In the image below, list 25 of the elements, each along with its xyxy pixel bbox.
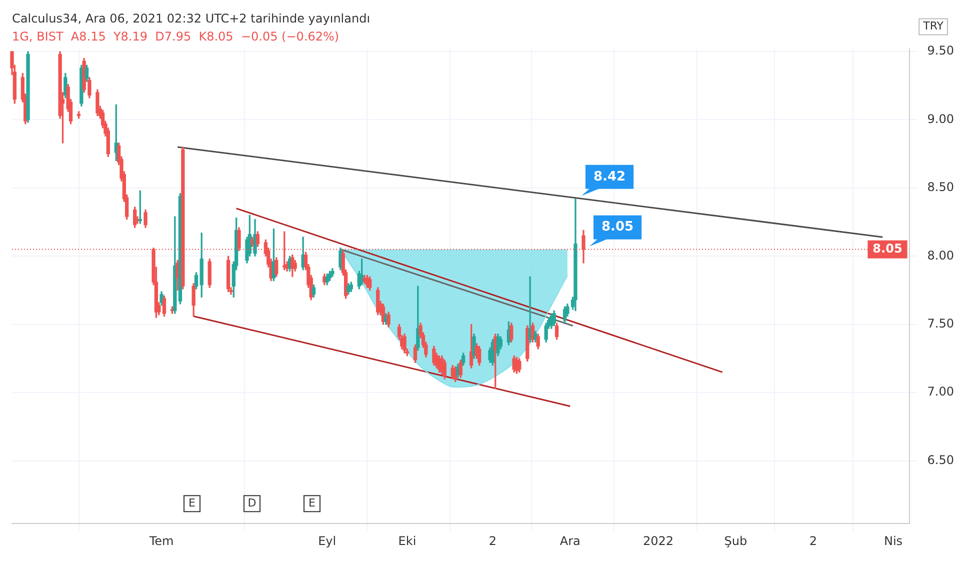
x-tick-label: Tem [148, 534, 174, 548]
y-axis-title: TRY [922, 20, 944, 33]
x-tick-label: Eki [398, 534, 416, 548]
chart-title: Calculus34, Ara 06, 2021 02:32 UTC+2 tarihinde yayınlandı [12, 11, 370, 26]
x-tick-label: 2022 [642, 534, 674, 548]
x-tick-label: Şub [724, 534, 748, 548]
x-tick-label: 2 [488, 534, 497, 548]
x-tick-label: 2 [809, 534, 817, 548]
annotation: 8.42 [593, 169, 626, 184]
y-tick-label: 7.50 [927, 316, 954, 331]
ref-line-label: 8.05 [872, 241, 902, 256]
annotation: E [308, 496, 316, 510]
annotation: 8.05 [601, 220, 634, 235]
x-tick-label: Nis [884, 534, 903, 548]
y-tick-label: 7.00 [927, 384, 954, 399]
x-tick-label: Ara [560, 534, 580, 548]
y-tick-label: 9.00 [927, 112, 954, 126]
annotation: E [188, 496, 196, 510]
chart-subtitle: 1G, BIST A8.15 Y8.19 D7.95 K8.05 −0.05 (−0.62%) [12, 30, 340, 44]
y-tick-label: 8.00 [927, 248, 954, 262]
y-tick-label: 8.50 [927, 180, 954, 194]
y-tick-label: 9.50 [927, 44, 954, 58]
y-tick-label: 6.50 [927, 452, 954, 467]
x-tick-label: Eyl [318, 534, 336, 548]
annotation: D [248, 496, 256, 510]
